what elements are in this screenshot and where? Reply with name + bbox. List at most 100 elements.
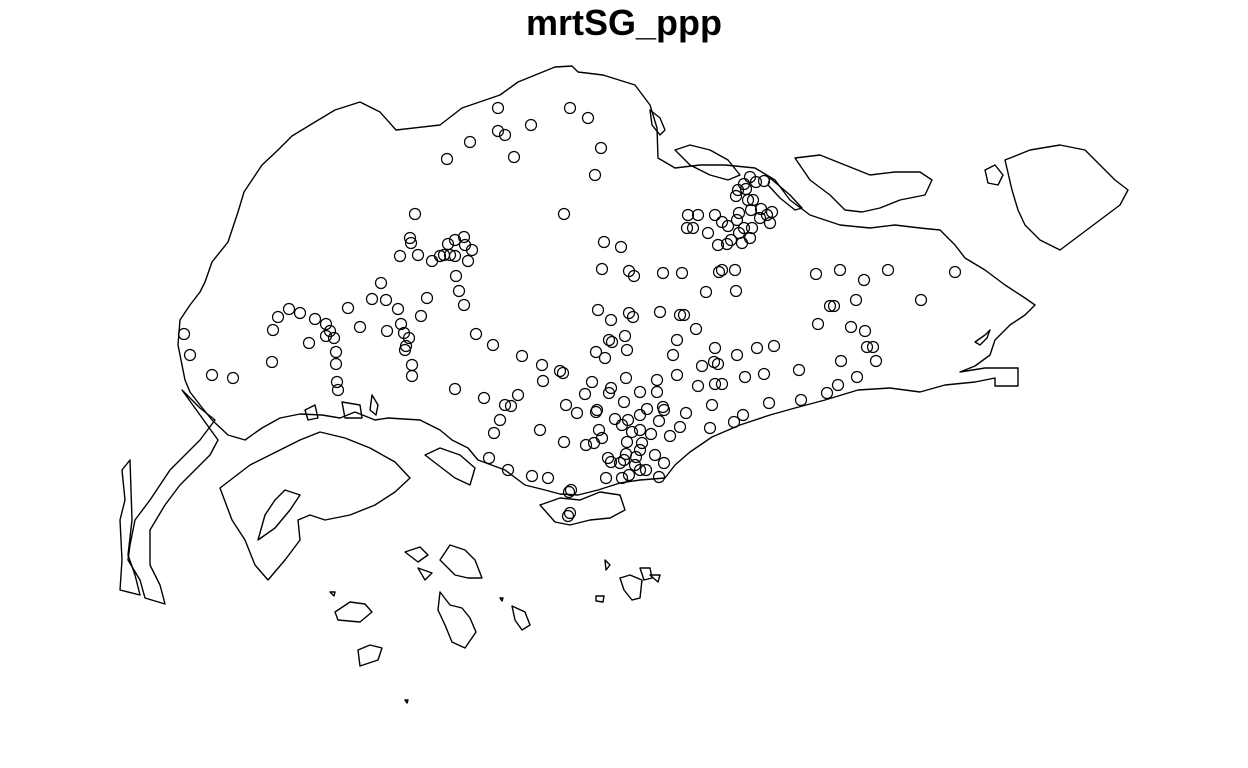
mrt-station-point — [625, 425, 639, 439]
coney-island-outline — [674, 144, 741, 181]
mrt-station-point — [533, 423, 547, 437]
mrt-station-point — [652, 414, 666, 428]
mrt-station-point — [754, 202, 768, 216]
coastline-outline — [119, 65, 1129, 704]
mrt-station-point — [601, 451, 615, 465]
mrt-station-point — [563, 101, 577, 115]
mrt-station-point — [743, 231, 757, 245]
mrt-station-point — [811, 317, 825, 331]
islet-east-jurong — [424, 447, 476, 486]
mrt-station-point — [762, 396, 776, 410]
mrt-station-point — [585, 375, 599, 389]
mrt-station-point — [457, 298, 471, 312]
ne-coast-strip — [974, 329, 991, 346]
mrt-station-point — [535, 358, 549, 372]
mrt-station-point — [765, 205, 779, 219]
mrt-station-point — [589, 345, 603, 359]
mrt-station-point — [405, 358, 419, 372]
mrt-station-point — [620, 435, 634, 449]
mrt-station-point — [562, 485, 576, 499]
mrt-station-point — [469, 327, 483, 341]
mrt-station-point — [408, 207, 422, 221]
mrt-station-point — [541, 471, 555, 485]
mrt-station-point — [266, 323, 280, 337]
mrt-station-point — [633, 385, 647, 399]
mrt-station-point — [850, 370, 864, 384]
mrt-station-point — [463, 135, 477, 149]
mrt-station-point — [749, 175, 763, 189]
mrt-station-point — [449, 269, 463, 283]
mrt-station-point — [448, 249, 462, 263]
mrt-station-point — [405, 369, 419, 383]
mrt-station-point — [457, 230, 471, 244]
mrt-station-point — [745, 221, 759, 235]
mrt-station-point — [414, 309, 428, 323]
mrt-station-point — [404, 236, 418, 250]
southern-island-11 — [595, 595, 605, 603]
mrt-station-point — [604, 313, 618, 327]
mrt-station-point — [604, 455, 618, 469]
mrt-station-point — [524, 118, 538, 132]
mrt-station-point — [590, 403, 604, 417]
southern-island-6 — [511, 605, 531, 631]
mrt-station-point — [809, 267, 823, 281]
mrt-station-point — [329, 357, 343, 371]
mrt-station-point — [679, 406, 693, 420]
mrt-station-point — [820, 386, 834, 400]
tuas-outline — [127, 389, 219, 605]
mrt-station-point — [183, 348, 197, 362]
mrt-station-point — [656, 400, 670, 414]
mrt-station-point — [833, 263, 847, 277]
mrt-station-point — [633, 443, 647, 457]
mrt-station-point — [652, 470, 666, 484]
mrt-station-point — [823, 299, 837, 313]
mrt-station-point — [493, 413, 507, 427]
mrt-station-point — [701, 226, 715, 240]
mrt-station-point — [420, 291, 434, 305]
mrt-station-point — [914, 293, 928, 307]
mrt-station-point — [792, 363, 806, 377]
mrt-station-point — [711, 238, 725, 252]
mrt-station-point — [448, 233, 462, 247]
mrt-station-point — [650, 373, 664, 387]
mrt-station-point — [329, 345, 343, 359]
mrt-station-point — [486, 338, 500, 352]
mrt-station-point — [452, 284, 466, 298]
mrt-station-point — [738, 370, 752, 384]
mrt-station-point — [330, 375, 344, 389]
mrt-station-point — [857, 273, 871, 287]
mrt-station-point — [608, 412, 622, 426]
mrt-station-point — [728, 263, 742, 277]
mrt-station-point — [633, 408, 647, 422]
mrt-station-point — [341, 301, 355, 315]
southwest-pier-1 — [304, 404, 319, 421]
plot-title: mrtSG_ppp — [525, 2, 722, 43]
mrt-station-point — [425, 254, 439, 268]
mrt-station-point — [686, 221, 700, 235]
mrt-station-point — [653, 305, 667, 319]
mrt-station-point — [581, 111, 595, 125]
tekong-islet — [984, 164, 1004, 186]
mrt-station-point — [271, 310, 285, 324]
mrt-station-point — [730, 213, 744, 227]
southern-island-10 — [649, 574, 661, 583]
mrt-station-point — [858, 324, 872, 338]
mrt-station-point — [515, 349, 529, 363]
mrt-station-point — [617, 453, 631, 467]
mrt-station-point — [498, 128, 512, 142]
mrt-station-point — [282, 302, 296, 316]
mrt-station-point — [440, 152, 454, 166]
mrt-station-point — [691, 208, 705, 222]
southern-island-8 — [619, 574, 643, 601]
mrt-station-point — [477, 391, 491, 405]
mrt-station-point — [644, 427, 658, 441]
jurong-island-outline — [219, 431, 411, 581]
mrt-station-point — [618, 329, 632, 343]
mrt-station-point — [319, 317, 333, 331]
mrt-station-point — [640, 402, 654, 416]
mrt-station-point — [834, 354, 848, 368]
mrt-station-point — [579, 438, 593, 452]
mrt-station-point — [753, 211, 767, 225]
mrt-station-point — [557, 435, 571, 449]
